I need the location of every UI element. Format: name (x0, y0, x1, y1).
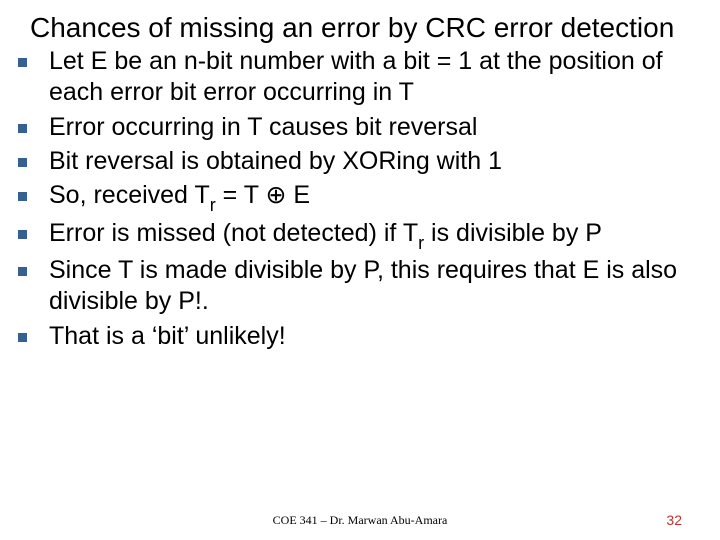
list-item: Since T is made divisible by P, this req… (30, 255, 690, 318)
slide-title: Chances of missing an error by CRC error… (30, 12, 690, 44)
square-bullet-icon (18, 158, 27, 167)
bullet-text: So, received Tr = T ⊕ E (49, 180, 690, 215)
square-bullet-icon (18, 333, 27, 342)
square-bullet-icon (18, 267, 27, 276)
slide-footer: COE 341 – Dr. Marwan Abu-Amara 32 (0, 513, 720, 528)
slide: Chances of missing an error by CRC error… (0, 0, 720, 540)
list-item: Error is missed (not detected) if Tr is … (30, 218, 690, 253)
page-number: 32 (666, 512, 682, 528)
list-item: Let E be an n-bit number with a bit = 1 … (30, 46, 690, 109)
bullet-text: That is a ‘bit’ unlikely! (49, 321, 690, 352)
square-bullet-icon (18, 58, 27, 67)
bullet-text: Error occurring in T causes bit reversal (49, 112, 690, 143)
square-bullet-icon (18, 230, 27, 239)
list-item: Error occurring in T causes bit reversal (30, 112, 690, 143)
list-item: That is a ‘bit’ unlikely! (30, 321, 690, 352)
bullet-text: Since T is made divisible by P, this req… (49, 255, 690, 318)
bullet-text: Bit reversal is obtained by XORing with … (49, 146, 690, 177)
square-bullet-icon (18, 192, 27, 201)
list-item: Bit reversal is obtained by XORing with … (30, 146, 690, 177)
square-bullet-icon (18, 124, 27, 133)
bullet-text: Let E be an n-bit number with a bit = 1 … (49, 46, 690, 109)
bullet-text: Error is missed (not detected) if Tr is … (49, 218, 690, 253)
bullet-list: Let E be an n-bit number with a bit = 1 … (30, 46, 690, 352)
footer-center-text: COE 341 – Dr. Marwan Abu-Amara (273, 513, 448, 528)
list-item: So, received Tr = T ⊕ E (30, 180, 690, 215)
